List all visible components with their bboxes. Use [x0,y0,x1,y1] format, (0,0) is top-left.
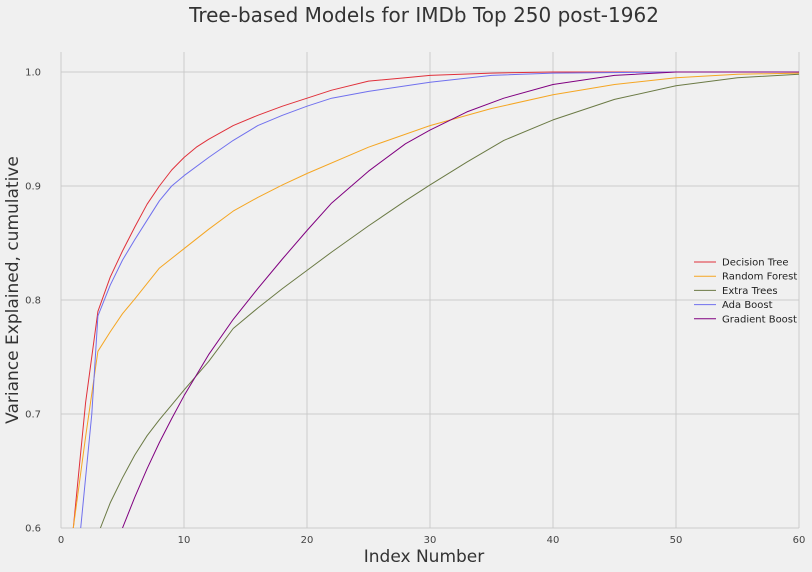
x-tick-label: 0 [58,535,64,546]
x-axis-label: Index Number [364,547,485,567]
chart-title: Tree-based Models for IMDb Top 250 post-… [188,3,659,27]
legend-label: Decision Tree [722,258,789,269]
series-line-ada-boost [80,71,799,528]
legend-label: Extra Trees [722,286,778,297]
y-tick-label: 0.7 [25,410,41,421]
x-tick-label: 50 [670,535,683,546]
y-tick-label: 1.0 [25,68,41,79]
series-line-decision-tree [72,71,799,528]
x-tick-label: 30 [424,535,437,546]
x-tick-label: 10 [178,535,191,546]
y-tick-label: 0.6 [25,524,41,535]
legend-label: Ada Boost [722,300,773,311]
series-line-random-forest [72,72,799,528]
plot-area [72,71,799,528]
grid-lines [60,52,800,529]
legend-label: Random Forest [722,272,797,283]
legend-label: Gradient Boost [722,314,797,325]
x-tick-label: 40 [547,535,560,546]
series-line-gradient-boost [122,71,799,528]
series-line-extra-trees [99,73,799,528]
x-tick-label: 60 [793,535,806,546]
y-tick-label: 0.9 [25,182,41,193]
legend: Decision Tree Random Forest Extra Trees Ada… [694,258,797,325]
x-tick-label: 20 [301,535,314,546]
y-tick-label: 0.8 [25,296,41,307]
axes: 0 10 20 30 40 50 60 0.6 0.7 0.8 0.9 1.0 [25,68,805,547]
y-axis-label: Variance Explained, cumulative [3,156,23,424]
